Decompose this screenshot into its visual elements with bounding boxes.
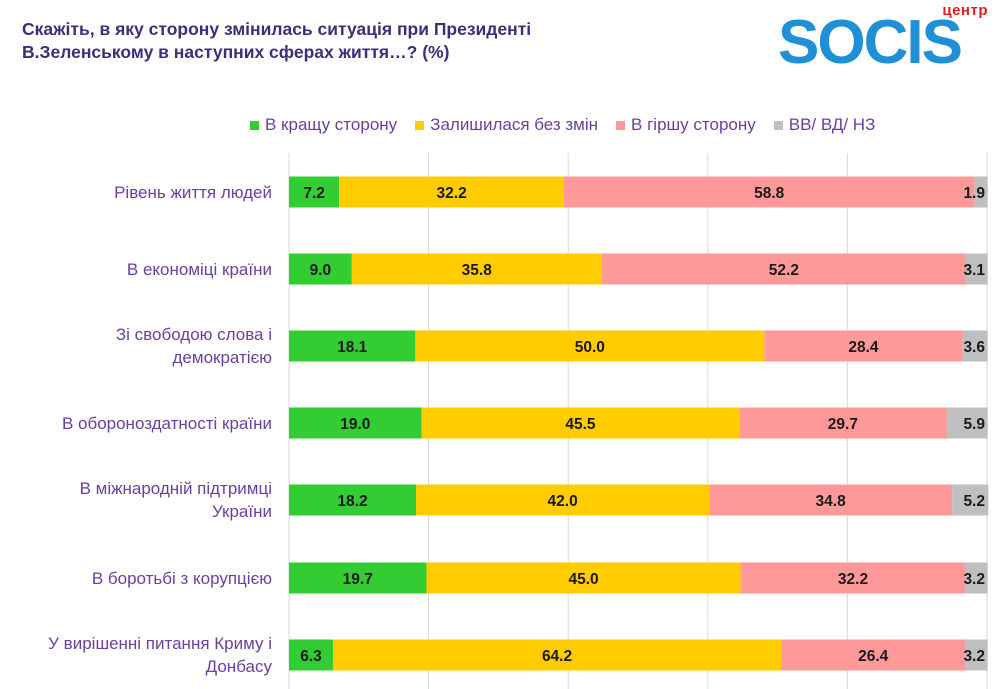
category-label: У вирішенні питання Криму і Донбасу: [0, 632, 272, 678]
title-line-2: В.Зеленському в наступних сферах життя…?…: [22, 42, 450, 62]
data-label: 45.0: [568, 571, 598, 588]
data-label: 18.2: [337, 493, 367, 510]
data-label: 3.2: [963, 571, 985, 588]
bar-segment: [289, 484, 417, 516]
category-label-line: демократією: [172, 348, 272, 367]
category-label-line: У вирішенні питання Криму і: [48, 634, 272, 653]
data-label: 3.2: [963, 648, 985, 665]
bar-segment: [426, 562, 741, 594]
data-label: 1.9: [963, 185, 985, 202]
logo-word: SOCIS: [778, 8, 963, 77]
data-label: 5.2: [963, 493, 985, 510]
category-label-line: Зі свободою слова і: [115, 325, 272, 344]
bar-segment: [289, 639, 333, 671]
bar-segment: [601, 253, 967, 285]
category-label-line: Рівень життя людей: [114, 182, 272, 202]
category-label-line: Донбасу: [205, 657, 272, 676]
data-label: 7.2: [303, 185, 325, 202]
category-label-line: В боротьбі з корупцією: [91, 568, 272, 588]
category-label: В боротьбі з корупцією: [0, 567, 272, 590]
data-label: 18.1: [337, 339, 368, 356]
bar-segment: [965, 562, 988, 594]
chart-title: Скажіть, в яку сторону змінилась ситуаці…: [22, 18, 722, 64]
bar-segment: [339, 176, 565, 208]
data-label: 5.9: [963, 416, 985, 433]
bar-segment: [764, 330, 963, 362]
bar-segment: [739, 407, 947, 439]
legend-swatch: [773, 120, 783, 130]
bar-segment: [946, 407, 988, 439]
bar-segment: [289, 176, 340, 208]
data-label: 3.1: [963, 262, 985, 279]
bar-segment: [974, 176, 988, 208]
data-label: 34.8: [816, 493, 847, 510]
data-label: 58.8: [754, 185, 785, 202]
data-label: 19.7: [343, 571, 373, 588]
category-label: Рівень життя людей: [0, 181, 272, 204]
legend-swatch: [415, 120, 425, 130]
data-label: 32.2: [838, 571, 868, 588]
category-label-line: В економіці країни: [126, 259, 272, 279]
category-label-line: В міжнародній підтримці: [79, 479, 272, 498]
legend-label: В гіршу сторону: [631, 115, 756, 134]
legend-item: В гіршу сторону: [616, 115, 756, 135]
bar-segment: [289, 253, 352, 285]
data-label: 9.0: [310, 262, 332, 279]
bar-segment: [962, 330, 988, 362]
category-label: Зі свободою слова і демократією: [0, 323, 272, 369]
legend-swatch: [250, 120, 259, 130]
data-label: 45.5: [565, 416, 596, 433]
bar-segment: [289, 330, 416, 362]
category-label: В економіці країни: [0, 258, 272, 281]
legend-swatch: [616, 120, 626, 130]
bar-segment: [966, 253, 988, 285]
legend-item: ВВ/ ВД/ НЗ: [773, 115, 876, 135]
socis-logo: центр SOCIS: [778, 2, 994, 77]
bar-segment: [709, 484, 953, 516]
data-label: 6.3: [300, 648, 322, 665]
data-label: 35.8: [462, 262, 493, 279]
bar-segment: [332, 639, 782, 671]
data-label: 3.6: [963, 339, 985, 356]
data-label: 64.2: [542, 648, 572, 665]
data-label: 29.7: [828, 416, 858, 433]
legend-label: В кращу сторону: [265, 115, 398, 134]
bar-segment: [564, 176, 975, 208]
legend-label: Залишилася без змін: [430, 115, 599, 134]
bar-segment: [415, 330, 765, 362]
data-label: 26.4: [858, 648, 889, 665]
category-label-line: В обороноздатності країни: [61, 413, 272, 433]
bar-segment: [781, 639, 966, 671]
data-label: 28.4: [848, 339, 879, 356]
category-label: В обороноздатності країни: [0, 412, 272, 435]
data-label: 32.2: [437, 185, 467, 202]
data-label: 42.0: [548, 493, 578, 510]
bar-segment: [952, 484, 989, 516]
bar-segment: [421, 407, 740, 439]
chart-legend: В кращу сторону Залишилася без змін В гірш…: [250, 113, 875, 137]
data-label: 52.2: [769, 262, 799, 279]
bar-segment: [416, 484, 710, 516]
legend-item: В кращу сторону: [250, 115, 397, 135]
data-label: 50.0: [575, 339, 605, 356]
title-line-1: Скажіть, в яку сторону змінилась ситуаці…: [22, 19, 532, 39]
data-label: 19.0: [340, 416, 370, 433]
bar-segment: [289, 562, 427, 594]
bar-segment: [740, 562, 966, 594]
logo-top-text: центр: [942, 2, 988, 19]
bar-segment: [289, 407, 422, 439]
bar-segment: [965, 639, 988, 671]
category-label-line: України: [212, 502, 272, 521]
legend-item: Залишилася без змін: [415, 115, 598, 135]
legend-label: ВВ/ ВД/ НЗ: [788, 115, 876, 134]
bar-segment: [351, 253, 602, 285]
category-label: В міжнародній підтримці України: [0, 477, 272, 523]
